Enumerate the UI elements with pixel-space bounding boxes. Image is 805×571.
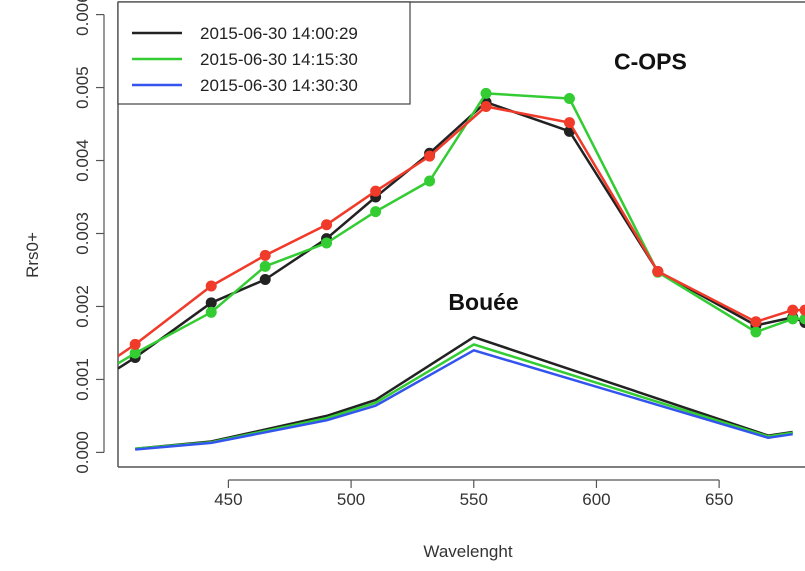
legend-label: 2015-06-30 14:00:29 [200, 24, 358, 43]
data-point [129, 338, 141, 350]
data-point [799, 313, 805, 325]
series-layer [118, 87, 805, 451]
data-point [750, 316, 762, 328]
data-point [652, 265, 664, 277]
data-point [799, 304, 805, 316]
x-axis-title: Wavelenght [423, 542, 512, 561]
y-tick-label: 0.006 [73, 0, 92, 36]
data-point [321, 237, 333, 249]
data-point [480, 101, 492, 113]
y-tick-label: 0.001 [73, 358, 92, 401]
series-line-cops-0 [118, 100, 805, 370]
y-tick-label: 0.005 [73, 66, 92, 109]
data-point [205, 280, 217, 292]
legend-label: 2015-06-30 14:15:30 [200, 50, 358, 69]
series-line-cops-2 [118, 105, 805, 358]
x-tick-label: 450 [214, 490, 242, 509]
series-line-cops-1 [118, 92, 805, 365]
series-line-boue-3 [135, 335, 793, 451]
data-point [370, 206, 382, 218]
x-tick-label: 550 [460, 490, 488, 509]
annotation-layer: C-OPS Bouée [448, 48, 686, 315]
y-tick-label: 0.000 [73, 431, 92, 474]
y-tick-label: 0.002 [73, 285, 92, 328]
data-point [563, 93, 575, 105]
data-point [424, 175, 436, 187]
annotation-label: C-OPS [614, 48, 687, 74]
data-point [129, 347, 141, 359]
data-point [787, 304, 799, 316]
legend-label: 2015-06-30 14:30:30 [200, 76, 358, 95]
data-point [259, 249, 271, 261]
data-point [424, 150, 436, 162]
x-tick-label: 650 [705, 490, 733, 509]
series-line-boue-5 [135, 349, 793, 451]
data-point [563, 117, 575, 129]
legend-box [117, 1, 411, 105]
data-point [480, 87, 492, 99]
x-tick-label: 500 [337, 490, 365, 509]
data-point [370, 185, 382, 197]
legend: 2015-06-30 14:00:29 2015-06-30 14:15:30 20… [117, 1, 411, 105]
data-point [750, 326, 762, 338]
data-point [205, 306, 217, 318]
axes-layer: 450 500 550 600 650 0.000 0.001 0.002 0.003 0.004… [73, 0, 805, 509]
data-point [321, 219, 333, 231]
data-point [259, 260, 271, 272]
series-line-boue-4 [135, 343, 793, 451]
y-axis-title: Rrs0+ [23, 232, 42, 278]
x-tick-label: 600 [582, 490, 610, 509]
y-tick-label: 0.004 [73, 139, 92, 182]
y-tick-label: 0.003 [73, 212, 92, 255]
data-point [205, 297, 217, 309]
annotation-label: Bouée [448, 289, 518, 315]
data-point [787, 313, 799, 325]
data-point [259, 273, 271, 285]
